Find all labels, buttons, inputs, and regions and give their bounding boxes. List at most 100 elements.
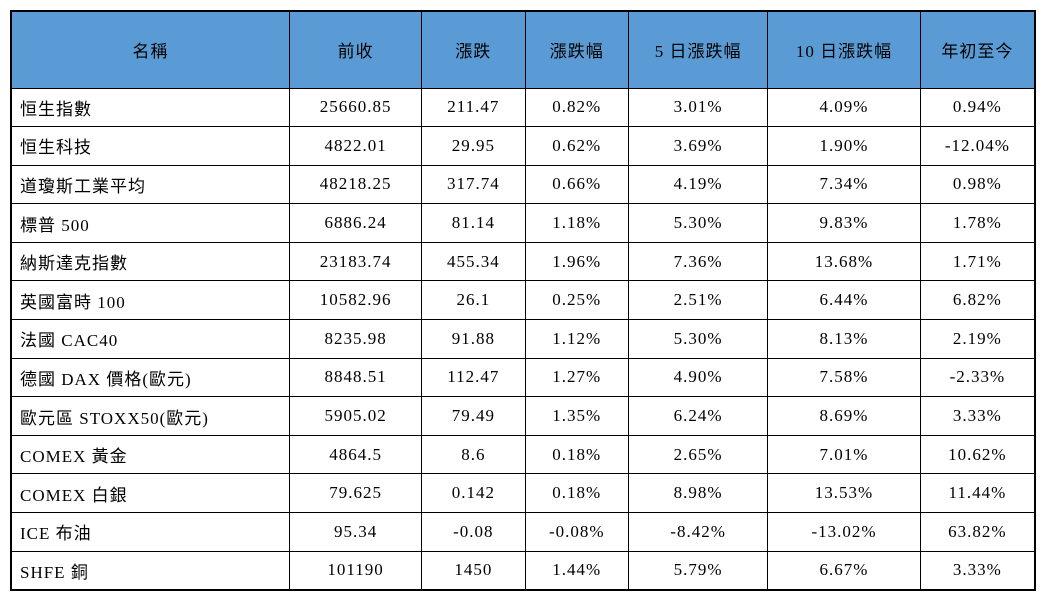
cell-10d-pct: 8.69% [767, 396, 921, 436]
header-name: 名稱 [10, 10, 291, 89]
cell-10d-pct: 9.83% [767, 203, 921, 243]
cell-change: 112.47 [421, 357, 526, 398]
cell-10d-pct: -13.02% [767, 512, 921, 552]
cell-5d-pct: 8.98% [627, 473, 769, 514]
cell-10d-pct: 8.13% [767, 319, 921, 359]
table-row: 法國 CAC40 8235.98 91.88 1.12% 5.30% 8.13%… [10, 319, 1036, 359]
market-data-table: 名稱 前收 漲跌 漲跌幅 5 日漲跌幅 10 日漲跌幅 年初至今 恒生指數 25… [10, 10, 1036, 591]
cell-change: -0.08 [421, 512, 526, 552]
table-row: 恒生指數 25660.85 211.47 0.82% 3.01% 4.09% 0… [10, 87, 1036, 128]
cell-change: 0.142 [421, 473, 526, 514]
cell-change: 91.88 [421, 319, 526, 359]
header-5d-pct: 5 日漲跌幅 [627, 10, 769, 89]
cell-change-pct: 0.62% [524, 126, 629, 166]
cell-ytd: 1.71% [919, 241, 1036, 282]
cell-change-pct: 0.18% [524, 473, 629, 514]
cell-name: SHFE 銅 [10, 550, 291, 591]
cell-change: 1450 [421, 550, 526, 591]
cell-name: 納斯達克指數 [10, 241, 291, 282]
cell-prev-close: 8235.98 [289, 319, 423, 359]
cell-5d-pct: 2.51% [627, 280, 769, 321]
cell-ytd: 6.82% [919, 280, 1036, 321]
cell-5d-pct: 2.65% [627, 434, 769, 475]
cell-change-pct: 0.25% [524, 280, 629, 321]
cell-change-pct: 1.12% [524, 319, 629, 359]
cell-change: 79.49 [421, 396, 526, 436]
table-header: 名稱 前收 漲跌 漲跌幅 5 日漲跌幅 10 日漲跌幅 年初至今 [10, 10, 1036, 89]
table-row: COMEX 白銀 79.625 0.142 0.18% 8.98% 13.53%… [10, 473, 1036, 514]
cell-prev-close: 23183.74 [289, 241, 423, 282]
cell-5d-pct: 3.69% [627, 126, 769, 166]
cell-prev-close: 5905.02 [289, 396, 423, 436]
cell-10d-pct: 6.44% [767, 280, 921, 321]
table-row: 恒生科技 4822.01 29.95 0.62% 3.69% 1.90% -12… [10, 126, 1036, 166]
cell-name: 法國 CAC40 [10, 319, 291, 359]
cell-10d-pct: 13.53% [767, 473, 921, 514]
cell-5d-pct: 3.01% [627, 87, 769, 128]
cell-5d-pct: 7.36% [627, 241, 769, 282]
cell-ytd: 2.19% [919, 319, 1036, 359]
cell-ytd: 0.98% [919, 164, 1036, 205]
cell-prev-close: 10582.96 [289, 280, 423, 321]
cell-5d-pct: 5.30% [627, 319, 769, 359]
cell-name: ICE 布油 [10, 512, 291, 552]
table-row: ICE 布油 95.34 -0.08 -0.08% -8.42% -13.02%… [10, 512, 1036, 552]
cell-change-pct: 1.27% [524, 357, 629, 398]
cell-change: 26.1 [421, 280, 526, 321]
cell-change-pct: 0.18% [524, 434, 629, 475]
table-row: 納斯達克指數 23183.74 455.34 1.96% 7.36% 13.68… [10, 241, 1036, 282]
cell-ytd: -2.33% [919, 357, 1036, 398]
table-row: 德國 DAX 價格(歐元) 8848.51 112.47 1.27% 4.90%… [10, 357, 1036, 398]
cell-10d-pct: 4.09% [767, 87, 921, 128]
header-row: 名稱 前收 漲跌 漲跌幅 5 日漲跌幅 10 日漲跌幅 年初至今 [10, 10, 1036, 89]
cell-change-pct: 0.66% [524, 164, 629, 205]
cell-ytd: 0.94% [919, 87, 1036, 128]
cell-prev-close: 48218.25 [289, 164, 423, 205]
cell-10d-pct: 1.90% [767, 126, 921, 166]
cell-change: 317.74 [421, 164, 526, 205]
cell-5d-pct: 4.90% [627, 357, 769, 398]
cell-change: 81.14 [421, 203, 526, 243]
cell-10d-pct: 7.34% [767, 164, 921, 205]
cell-name: 標普 500 [10, 203, 291, 243]
cell-change: 211.47 [421, 87, 526, 128]
cell-5d-pct: 4.19% [627, 164, 769, 205]
cell-5d-pct: 6.24% [627, 396, 769, 436]
table-row: 道瓊斯工業平均 48218.25 317.74 0.66% 4.19% 7.34… [10, 164, 1036, 205]
cell-ytd: -12.04% [919, 126, 1036, 166]
cell-prev-close: 4864.5 [289, 434, 423, 475]
table-row: 英國富時 100 10582.96 26.1 0.25% 2.51% 6.44%… [10, 280, 1036, 321]
header-10d-pct: 10 日漲跌幅 [767, 10, 921, 89]
cell-name: 恒生科技 [10, 126, 291, 166]
header-prev-close: 前收 [289, 10, 423, 89]
cell-5d-pct: 5.30% [627, 203, 769, 243]
table-row: 歐元區 STOXX50(歐元) 5905.02 79.49 1.35% 6.24… [10, 396, 1036, 436]
cell-name: COMEX 白銀 [10, 473, 291, 514]
cell-change: 29.95 [421, 126, 526, 166]
cell-ytd: 3.33% [919, 396, 1036, 436]
cell-prev-close: 79.625 [289, 473, 423, 514]
header-ytd: 年初至今 [919, 10, 1036, 89]
cell-10d-pct: 7.01% [767, 434, 921, 475]
table-row: 標普 500 6886.24 81.14 1.18% 5.30% 9.83% 1… [10, 203, 1036, 243]
cell-change-pct: 1.44% [524, 550, 629, 591]
cell-prev-close: 95.34 [289, 512, 423, 552]
cell-prev-close: 101190 [289, 550, 423, 591]
table-row: COMEX 黃金 4864.5 8.6 0.18% 2.65% 7.01% 10… [10, 434, 1036, 475]
cell-change-pct: 1.18% [524, 203, 629, 243]
cell-name: 恒生指數 [10, 87, 291, 128]
cell-5d-pct: 5.79% [627, 550, 769, 591]
table-body: 恒生指數 25660.85 211.47 0.82% 3.01% 4.09% 0… [10, 87, 1036, 591]
cell-change: 8.6 [421, 434, 526, 475]
cell-10d-pct: 6.67% [767, 550, 921, 591]
cell-prev-close: 8848.51 [289, 357, 423, 398]
cell-ytd: 11.44% [919, 473, 1036, 514]
header-change-pct: 漲跌幅 [524, 10, 629, 89]
cell-change-pct: 0.82% [524, 87, 629, 128]
cell-name: 道瓊斯工業平均 [10, 164, 291, 205]
cell-prev-close: 4822.01 [289, 126, 423, 166]
cell-ytd: 1.78% [919, 203, 1036, 243]
cell-name: COMEX 黃金 [10, 434, 291, 475]
cell-change-pct: -0.08% [524, 512, 629, 552]
